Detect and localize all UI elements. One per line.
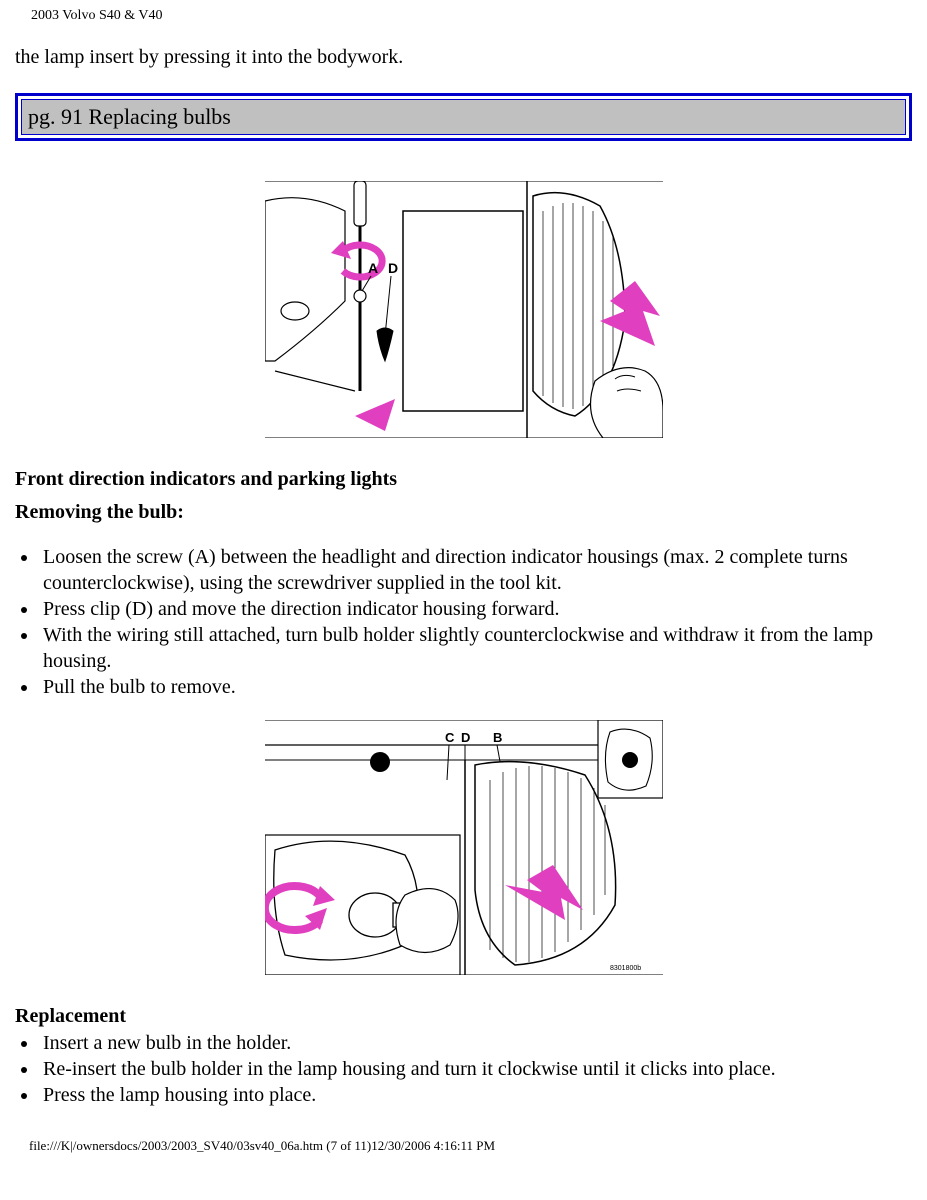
- svg-text:D: D: [388, 260, 398, 276]
- svg-text:B: B: [493, 730, 502, 745]
- list-item: With the wiring still attached, turn bul…: [39, 622, 912, 674]
- page-footer: file:///K|/ownersdocs/2003/2003_SV40/03s…: [15, 1108, 912, 1164]
- list-item: Press clip (D) and move the direction in…: [39, 596, 912, 622]
- list-item: Press the lamp housing into place.: [39, 1082, 912, 1108]
- intro-text: the lamp insert by pressing it into the …: [15, 46, 912, 69]
- svg-text:8301800b: 8301800b: [610, 965, 641, 972]
- list-item: Insert a new bulb in the holder.: [39, 1030, 912, 1056]
- heading-replacement: Replacement: [15, 1005, 912, 1028]
- figure-1: A D: [15, 181, 912, 438]
- figure-2: C D B: [15, 720, 912, 975]
- list-item: Re-insert the bulb holder in the lamp ho…: [39, 1056, 912, 1082]
- document-header: 2003 Volvo S40 & V40: [15, 0, 912, 28]
- list-item: Pull the bulb to remove.: [39, 674, 912, 700]
- section-title: pg. 91 Replacing bulbs: [21, 99, 906, 135]
- removing-bulb-steps: Loosen the screw (A) between the headlig…: [15, 544, 912, 700]
- list-item: Loosen the screw (A) between the headlig…: [39, 544, 912, 596]
- heading-front-indicators: Front direction indicators and parking l…: [15, 468, 912, 491]
- replacement-steps: Insert a new bulb in the holder. Re-inse…: [15, 1030, 912, 1108]
- heading-removing-bulb: Removing the bulb:: [15, 501, 912, 524]
- svg-text:A: A: [368, 260, 378, 276]
- section-title-bar: pg. 91 Replacing bulbs: [15, 93, 912, 141]
- svg-text:C: C: [445, 730, 455, 745]
- svg-text:D: D: [461, 730, 470, 745]
